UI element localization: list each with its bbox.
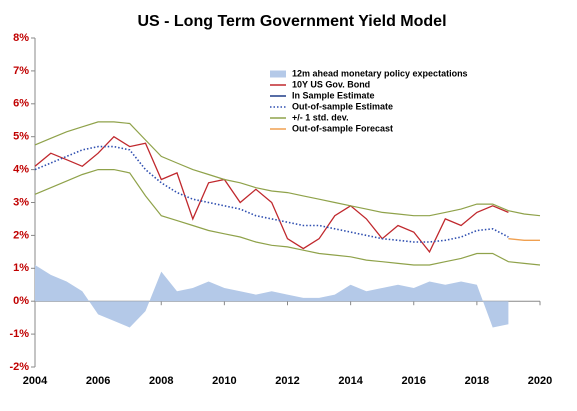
line <box>34 135 509 254</box>
y-tick-label: -1% <box>9 328 29 340</box>
x-tick-label: 2010 <box>212 375 236 387</box>
x-tick-label: 2020 <box>528 375 552 387</box>
y-tick-label: 6% <box>13 98 29 110</box>
y-tick-label: 4% <box>13 164 29 176</box>
y-tick-label: 5% <box>13 131 29 143</box>
y-tick-label: 0% <box>13 295 29 307</box>
legend-label: 10Y US Gov. Bond <box>292 79 370 89</box>
legend-label: 12m ahead monetary policy expectations <box>292 68 468 78</box>
x-tick-label: 2004 <box>23 375 48 387</box>
legend: 12m ahead monetary policy expectations10… <box>270 68 468 133</box>
line <box>508 238 540 241</box>
y-tick-label: -2% <box>9 361 29 373</box>
y-tick-label: 7% <box>13 65 29 77</box>
legend-label: In Sample Estimate <box>292 90 375 100</box>
band-line <box>34 169 541 266</box>
legend-label: Out-of-sample Forecast <box>292 123 393 133</box>
x-tick-label: 2008 <box>149 375 173 387</box>
line <box>34 145 509 243</box>
legend-swatch <box>270 70 286 78</box>
legend-label: Out-of-sample Estimate <box>292 101 393 111</box>
y-tick-label: 2% <box>13 229 29 241</box>
y-tick-label: 8% <box>13 32 29 44</box>
x-tick-label: 2018 <box>465 375 489 387</box>
area <box>35 265 509 328</box>
x-tick-label: 2016 <box>402 375 426 387</box>
x-tick-label: 2006 <box>86 375 110 387</box>
band-line <box>34 121 541 217</box>
x-tick-label: 2012 <box>275 375 299 387</box>
x-tick-label: 2014 <box>338 375 363 387</box>
legend-label: +/- 1 std. dev. <box>292 112 349 122</box>
chart-title: US - Long Term Government Yield Model <box>137 13 446 30</box>
y-tick-label: 1% <box>13 262 29 274</box>
y-tick-label: 3% <box>13 196 29 208</box>
